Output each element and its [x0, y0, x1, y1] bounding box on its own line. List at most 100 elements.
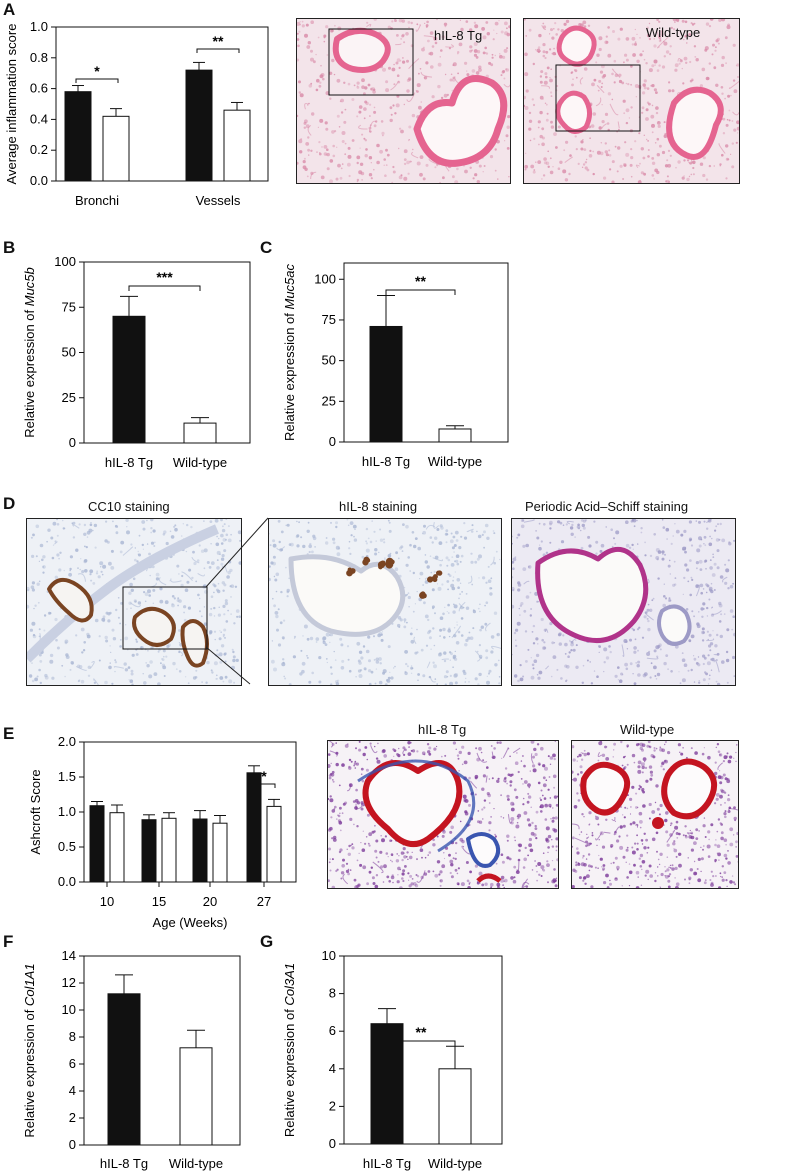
y-tick-label: 75 — [62, 299, 76, 314]
d-cc10-airway-mid — [132, 606, 176, 647]
bar-series0-10 — [89, 805, 105, 883]
a-hil8-inset-box — [328, 28, 414, 96]
bar-series1-15 — [161, 817, 177, 883]
y-axis-label-prefix: Relative expression of — [282, 1006, 297, 1138]
bar-series0-27 — [246, 772, 262, 883]
bar-series1-20 — [212, 822, 228, 883]
a-micrograph-wildtype-label: Wild-type — [646, 25, 701, 40]
y-tick-label: 10 — [322, 948, 336, 963]
a-micrograph-hil8: hIL-8 Tg — [296, 18, 511, 184]
y-axis-label: Average inflammation score — [4, 24, 19, 185]
y-axis-label-prefix: Relative expression of — [22, 1006, 37, 1138]
a-hil8-bronchus-lower — [413, 75, 508, 167]
d-micrograph-hil8 — [268, 518, 502, 686]
chart-b: 0 25 50 75 100 Relative expression of Muc5b hI… — [22, 254, 251, 470]
chart-g: 0 2 4 6 8 10 Relative expression of Col3A1 hIL-… — [282, 948, 503, 1171]
d-hil8-airway — [288, 554, 406, 637]
y-tick-label: 0.0 — [30, 173, 48, 188]
bar-hil-8-tg — [107, 993, 141, 1146]
significance-bracket — [386, 1040, 456, 1046]
a-micrograph-hil8-label: hIL-8 Tg — [434, 28, 483, 43]
y-tick-label: 50 — [62, 345, 76, 360]
x-tick-label: 20 — [203, 894, 217, 909]
chart-f: 0 2 4 6 8 10 12 14 Relative expression of Col1A1… — [22, 948, 241, 1171]
panel-letter-b: B — [3, 238, 16, 257]
d-pas-airway — [535, 547, 649, 644]
d-hil8-alveolar-texture — [269, 519, 501, 685]
y-tick-label: 100 — [54, 254, 76, 269]
y-tick-label: 0.6 — [30, 81, 48, 96]
bar-series1-Vessels — [223, 109, 251, 182]
e-wt-airway-left — [580, 761, 631, 816]
d-cc10-airway-right — [180, 619, 209, 668]
y-tick-label: 1.5 — [58, 769, 76, 784]
e-hil8-vessel — [466, 832, 501, 868]
significance-label: ** — [415, 273, 426, 289]
y-tick-label: 8 — [329, 986, 336, 1001]
y-tick-label: 50 — [322, 353, 336, 368]
y-axis-label-gene: Col1A1 — [22, 963, 37, 1006]
y-axis-label: Relative expression of Col1A1 — [22, 963, 37, 1137]
bar-series0-Vessels — [185, 69, 213, 182]
x-tick-label: hIL-8 Tg — [105, 455, 153, 470]
y-axis-label-prefix: Relative expression of — [282, 310, 297, 442]
panel-letter-d: D — [3, 494, 16, 513]
x-tick-label: Wild-type — [169, 1156, 223, 1171]
significance-bracket — [196, 48, 240, 53]
a-wt-bronchus-right — [666, 86, 724, 160]
y-axis-label-gene: Col3A1 — [282, 963, 297, 1006]
d-micrograph-pas-image — [512, 519, 735, 685]
y-axis-label-gene: Muc5b — [22, 267, 37, 306]
y-tick-label: 0 — [69, 435, 76, 450]
y-tick-label: 4 — [329, 1061, 336, 1076]
y-tick-label: 4 — [69, 1083, 76, 1098]
d-cc10-title: CC10 staining — [88, 499, 170, 514]
a-micrograph-wildtype: Wild-type — [523, 18, 740, 184]
y-tick-label: 14 — [62, 948, 76, 963]
a-wt-bronchus-top — [556, 25, 597, 67]
bar-series1-27 — [266, 805, 282, 883]
bar-wild-type — [438, 428, 472, 443]
d-hil8-title: hIL-8 staining — [339, 499, 418, 514]
plot-frame — [343, 262, 509, 443]
y-tick-label: 0.2 — [30, 142, 48, 157]
panel-letter-f: F — [3, 932, 14, 951]
panel-letter-e: E — [3, 724, 15, 743]
y-tick-label: 12 — [62, 975, 76, 990]
x-tick-label: Wild-type — [428, 1156, 482, 1171]
e-hil8-airway — [362, 760, 463, 848]
d-pas-small-airway — [657, 604, 692, 646]
y-tick-label: 25 — [322, 393, 336, 408]
bar-hil-8-tg — [369, 325, 403, 443]
significance-bracket — [75, 78, 119, 83]
x-tick-label: hIL-8 Tg — [362, 454, 410, 469]
y-tick-label: 2 — [69, 1110, 76, 1125]
plot-frame — [343, 955, 503, 1145]
chart-c: 0 25 50 75 100 Relative expression of Muc5ac h… — [282, 262, 509, 469]
y-tick-label: 10 — [62, 1002, 76, 1017]
bar-series0-15 — [141, 819, 157, 883]
a-wt-alveolar-texture — [524, 19, 739, 183]
x-tick-label: 27 — [257, 894, 271, 909]
y-tick-label: 0 — [329, 434, 336, 449]
plot-frame — [55, 26, 269, 182]
panel-letter-g: G — [260, 932, 274, 951]
y-tick-label: 0 — [329, 1136, 336, 1151]
e-wt-vessel — [652, 817, 664, 829]
e-wt-title: Wild-type — [620, 722, 675, 737]
y-axis-label-gene: Muc5ac — [282, 263, 297, 309]
bar-wild-type — [183, 422, 217, 444]
d-micrograph-pas — [511, 518, 736, 686]
d-micrograph-hil8-image — [269, 519, 501, 685]
e-micrograph-wildtype — [571, 740, 739, 889]
significance-label: ** — [213, 33, 224, 49]
a-micrograph-hil8-image — [297, 19, 510, 183]
d-cc10-inset-box — [122, 586, 208, 650]
bar-series0-Bronchi — [64, 91, 92, 182]
bar-series1-Bronchi — [102, 115, 130, 182]
significance-bracket — [385, 289, 456, 295]
x-tick-label: 10 — [100, 894, 114, 909]
y-tick-label: 6 — [329, 1023, 336, 1038]
x-tick-label: hIL-8 Tg — [100, 1156, 148, 1171]
significance-label: * — [261, 768, 267, 784]
